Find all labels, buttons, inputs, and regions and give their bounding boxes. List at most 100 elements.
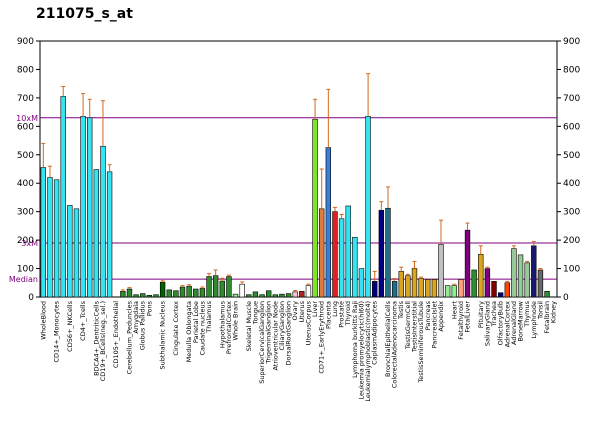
bar	[504, 282, 510, 298]
y-tick-label-left: 500	[17, 151, 34, 161]
category-label: Skeletal Muscle	[245, 301, 253, 351]
bar	[146, 294, 153, 298]
category-label: Ovary	[291, 301, 299, 321]
y-axis-left: 0 100 200 300 400 500 600 700 800 900	[17, 37, 40, 303]
bar	[279, 293, 285, 298]
bar	[226, 276, 232, 298]
bar	[491, 281, 497, 298]
category-label: Whole Brain	[232, 301, 240, 340]
reference-line-label: 3xM	[21, 239, 38, 248]
bar	[338, 218, 345, 298]
bar	[60, 96, 66, 298]
category-label: Cerebellum_Peduncles	[125, 300, 133, 374]
reference-line-label: 10xM	[16, 114, 38, 123]
bar	[47, 177, 53, 298]
y-tick-label-left: 0	[28, 293, 34, 303]
y-tick-label-right: 300	[563, 208, 580, 218]
category-labels: WholeBlood CD14+_Monocytes CD56+_NKCells CD…	[39, 300, 557, 401]
bar	[292, 291, 298, 298]
bar	[372, 281, 378, 298]
category-label: FetalLiver	[464, 301, 472, 333]
y-tick-label-left: 900	[17, 37, 34, 47]
y-tick-label-right: 0	[563, 293, 569, 303]
category-label: Cingulate Cortex	[172, 301, 180, 356]
bar	[358, 268, 365, 298]
bar	[140, 293, 146, 298]
bar	[133, 294, 139, 298]
bar	[126, 288, 133, 298]
category-label: TestisSeminiferousTubule	[417, 301, 425, 384]
bar	[517, 254, 524, 298]
category-label: CD4+_Tcells	[79, 300, 87, 340]
category-label: CiliaryGanglion	[278, 301, 286, 350]
bar	[232, 293, 239, 298]
category-label: Leukemia promyelocytic(hl60)	[357, 301, 365, 400]
bar	[299, 291, 305, 298]
bar	[265, 290, 272, 298]
category-label: Thalamus	[205, 300, 213, 333]
category-label: Hypothalamus	[218, 300, 226, 348]
bar	[87, 117, 93, 298]
bar	[458, 279, 464, 298]
bars	[40, 96, 550, 298]
y-axis-right: 0 100 200 300 400 500 600 700 800 900	[557, 37, 580, 303]
category-label: Medulla Oblongata	[185, 301, 193, 362]
category-label: TestisGermCell	[404, 301, 412, 350]
category-label: Leukemialymphoblastic(molt4)	[364, 301, 372, 402]
bar	[179, 286, 186, 298]
y-tick-label-right: 800	[563, 65, 580, 75]
bar	[431, 279, 438, 298]
bar	[93, 169, 100, 298]
y-tick-label-right: 200	[563, 236, 580, 246]
bar	[53, 179, 60, 298]
bar	[398, 271, 404, 298]
category-label: DorsalRootGanglion	[285, 301, 293, 366]
bar	[531, 245, 537, 298]
category-label: TestisInterstitial	[410, 301, 418, 353]
category-label: TrigeminalGanglion	[265, 301, 273, 365]
category-label: Lymphnode	[530, 301, 538, 339]
y-tick-label-left: 600	[17, 122, 34, 132]
category-label: UterusCorpus	[304, 300, 312, 345]
bar	[451, 285, 457, 298]
bar	[193, 288, 199, 298]
category-label: Fetalbrain	[543, 301, 551, 333]
category-label: Thymus	[523, 300, 531, 327]
bar	[385, 207, 391, 298]
category-label: Subthalamic Nucleus	[159, 300, 167, 369]
y-tick-label-left: 800	[17, 65, 34, 75]
bar	[332, 211, 338, 298]
bar	[212, 275, 219, 298]
category-label: Lymphoma burkitts Raji	[351, 301, 359, 378]
category-label: Placenta	[324, 301, 332, 329]
plot-border	[39, 40, 558, 298]
bar	[464, 229, 471, 298]
category-label: Heart	[450, 301, 458, 320]
bar	[80, 116, 86, 298]
bar	[100, 145, 106, 298]
bar	[312, 118, 318, 298]
category-label: CD19+_BCells(neg._sel.)	[99, 301, 107, 381]
bar	[285, 293, 292, 298]
bar	[438, 244, 444, 298]
y-tick-label-left: 200	[17, 236, 34, 246]
reference-lines: 10xM 3xM Median	[9, 114, 557, 284]
bar	[305, 285, 312, 298]
category-label: BDCA4+_DentriticCells	[92, 300, 100, 376]
category-label: CD71+_EarlyErythroid	[318, 301, 326, 374]
category-label: CaplasmAdipocytes	[371, 300, 379, 364]
bar	[73, 208, 80, 298]
bar	[67, 205, 73, 298]
category-label: BronchialEpithelialCells	[384, 300, 392, 377]
bar	[478, 254, 484, 298]
bar	[497, 292, 504, 298]
bar	[246, 294, 252, 298]
category-label: Pons	[145, 300, 153, 316]
bar	[153, 294, 159, 298]
category-label: AdrenalGland	[510, 301, 518, 345]
bar	[206, 276, 212, 298]
y-tick-label-right: 400	[563, 179, 580, 189]
y-tick-label-right: 600	[563, 122, 580, 132]
category-label: Parietal Lobe	[192, 301, 200, 343]
bar	[120, 291, 126, 298]
